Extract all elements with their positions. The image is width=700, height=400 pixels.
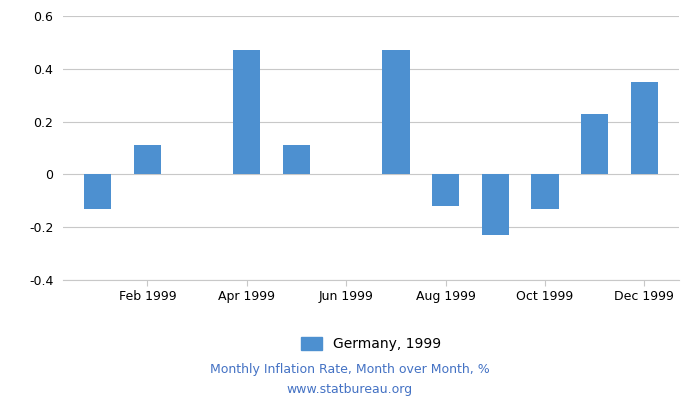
Bar [531,174,559,209]
Text: www.statbureau.org: www.statbureau.org [287,384,413,396]
Bar [432,174,459,206]
Text: Monthly Inflation Rate, Month over Month, %: Monthly Inflation Rate, Month over Month… [210,364,490,376]
Bar [134,145,161,174]
Bar [84,174,111,209]
Bar [482,174,509,235]
Bar [233,50,260,174]
Legend: Germany, 1999: Germany, 1999 [295,332,447,357]
Bar [581,114,608,174]
Bar [631,82,658,174]
Bar [382,50,410,174]
Bar [283,145,310,174]
